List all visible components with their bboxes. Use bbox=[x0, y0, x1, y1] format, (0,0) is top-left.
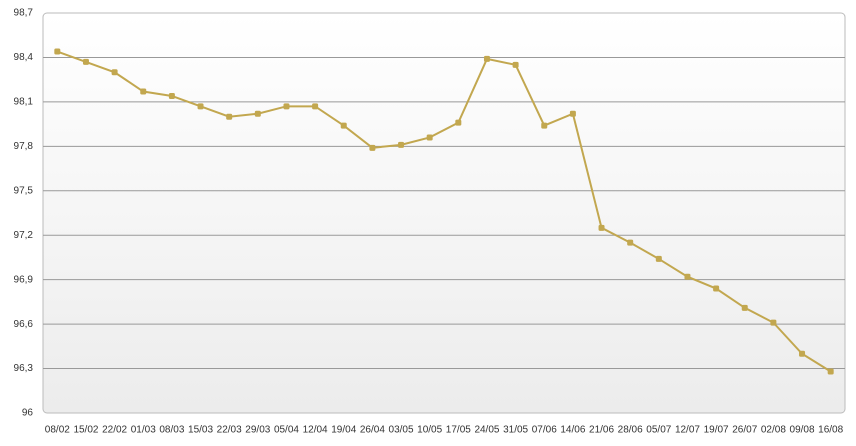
x-tick-label: 26/04 bbox=[360, 425, 385, 436]
x-tick-label: 15/03 bbox=[188, 425, 213, 436]
x-tick-label: 22/02 bbox=[102, 425, 127, 436]
marker bbox=[541, 122, 548, 129]
y-tick-label: 96,9 bbox=[14, 274, 34, 285]
marker bbox=[340, 122, 347, 129]
x-tick-label: 01/03 bbox=[131, 425, 156, 436]
marker bbox=[684, 273, 691, 280]
marker bbox=[398, 141, 405, 148]
x-tick-label: 10/05 bbox=[417, 425, 442, 436]
line bbox=[56, 50, 832, 373]
marker bbox=[483, 55, 490, 62]
x-tick-label: 19/04 bbox=[331, 425, 356, 436]
marker bbox=[655, 255, 662, 262]
x-tick-label: 19/07 bbox=[704, 425, 729, 436]
marker bbox=[512, 61, 519, 68]
marker bbox=[111, 69, 118, 76]
marker bbox=[226, 113, 233, 120]
marker bbox=[140, 88, 147, 95]
marker bbox=[713, 285, 720, 292]
plot-area bbox=[42, 12, 846, 414]
x-tick-label: 12/04 bbox=[303, 425, 328, 436]
y-tick-label: 96,6 bbox=[14, 319, 34, 330]
marker bbox=[254, 110, 261, 117]
y-tick-label: 96 bbox=[22, 408, 34, 419]
x-tick-label: 02/08 bbox=[761, 425, 786, 436]
marker bbox=[598, 224, 605, 231]
marker bbox=[799, 350, 806, 357]
x-tick-label: 09/08 bbox=[790, 425, 815, 436]
x-tick-label: 14/06 bbox=[560, 425, 585, 436]
x-tick-label: 08/03 bbox=[159, 425, 184, 436]
x-tick-label: 24/05 bbox=[474, 425, 499, 436]
marker bbox=[455, 119, 462, 126]
x-tick-label: 07/06 bbox=[532, 425, 557, 436]
marker bbox=[82, 58, 89, 65]
marker bbox=[741, 304, 748, 311]
y-tick-label: 97,2 bbox=[14, 230, 34, 241]
y-tick-label: 98,4 bbox=[14, 52, 34, 63]
y-tick-label: 98,7 bbox=[14, 8, 34, 19]
marker bbox=[827, 368, 834, 375]
y-tick-label: 97,5 bbox=[14, 185, 34, 196]
x-tick-label: 31/05 bbox=[503, 425, 528, 436]
marker bbox=[54, 48, 61, 55]
x-tick-label: 16/08 bbox=[818, 425, 843, 436]
x-tick-label: 21/06 bbox=[589, 425, 614, 436]
marker bbox=[168, 92, 175, 99]
x-tick-label: 05/07 bbox=[646, 425, 671, 436]
x-tick-label: 29/03 bbox=[245, 425, 270, 436]
marker bbox=[283, 103, 290, 110]
y-tick-label: 97,8 bbox=[14, 141, 34, 152]
marker bbox=[770, 319, 777, 326]
x-tick-label: 03/05 bbox=[389, 425, 414, 436]
x-tick-label: 22/03 bbox=[217, 425, 242, 436]
x-tick-label: 28/06 bbox=[618, 425, 643, 436]
x-tick-label: 17/05 bbox=[446, 425, 471, 436]
marker bbox=[312, 103, 319, 110]
y-tick-label: 96,3 bbox=[14, 363, 34, 374]
marker bbox=[426, 134, 433, 141]
x-tick-label: 26/07 bbox=[732, 425, 757, 436]
x-tick-label: 12/07 bbox=[675, 425, 700, 436]
x-tick-label: 05/04 bbox=[274, 425, 299, 436]
marker bbox=[369, 144, 376, 151]
marker bbox=[569, 110, 576, 117]
x-tick-label: 15/02 bbox=[73, 425, 98, 436]
marker bbox=[197, 103, 204, 110]
x-tick-label: 08/02 bbox=[45, 425, 70, 436]
marker bbox=[627, 239, 634, 246]
y-tick-label: 98,1 bbox=[14, 97, 34, 108]
